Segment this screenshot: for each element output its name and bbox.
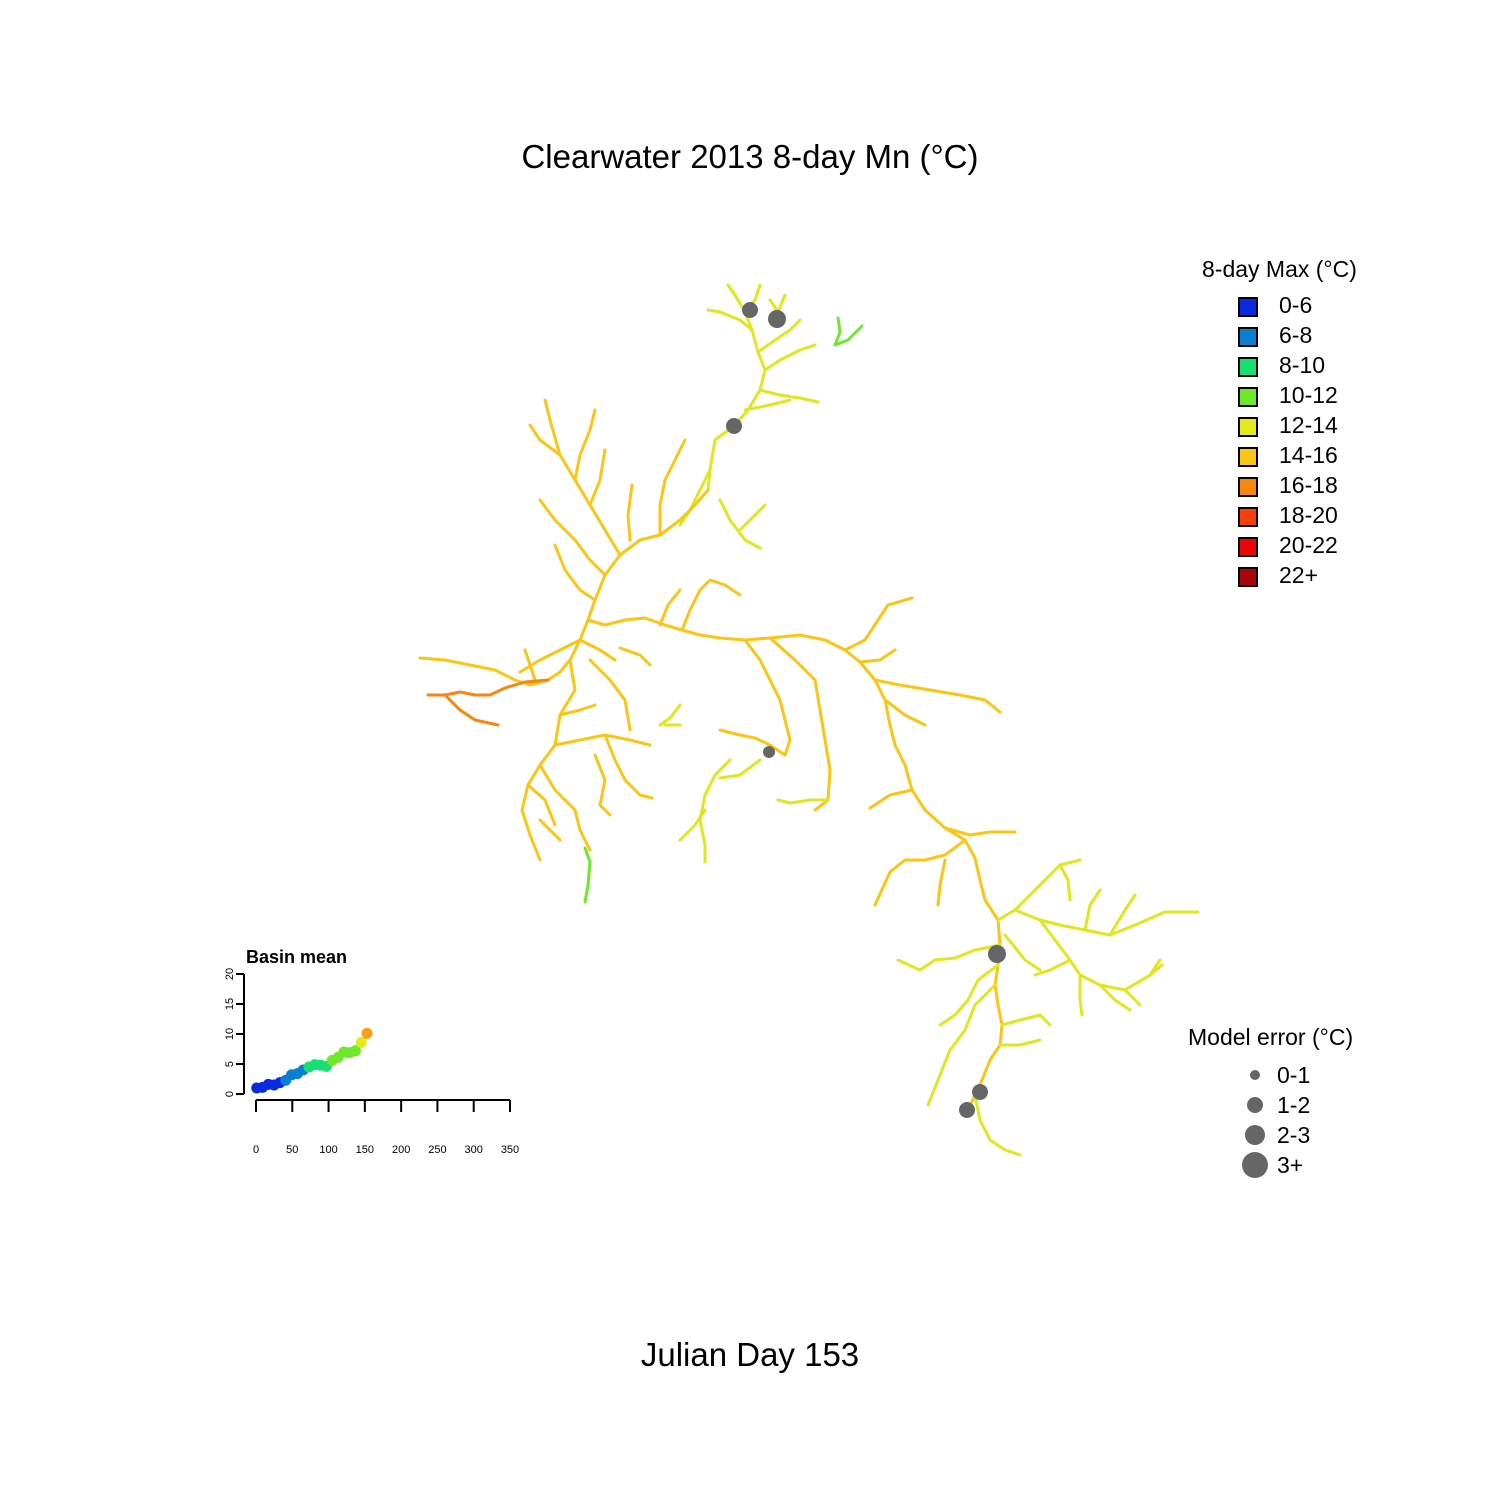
temperature-legend-title: 8-day Max (°C) [1202,256,1357,282]
x-tick-label: 350 [501,1144,519,1156]
x-tick-label: 50 [286,1144,298,1156]
site-marker [972,1084,988,1100]
y-tick-label: 0 [224,1091,236,1097]
legend-label: 12-14 [1279,412,1338,438]
legend-swatch [1238,387,1258,407]
y-tick-label: 10 [224,1028,236,1040]
site-marker [959,1102,975,1118]
data-point [361,1027,373,1039]
legend-swatch [1238,447,1258,467]
error-legend-label: 2-3 [1277,1122,1311,1148]
legend-swatch [1238,357,1258,377]
legend-label: 6-8 [1279,322,1313,348]
legend-swatch [1238,327,1258,347]
error-legend-label: 3+ [1277,1152,1304,1178]
site-marker [763,746,775,758]
legend-label: 8-10 [1279,352,1326,378]
x-tick-label: 150 [356,1144,374,1156]
y-tick-label: 20 [224,968,236,980]
legend-label: 18-20 [1279,502,1338,528]
error-legend-label: 0-1 [1277,1062,1311,1088]
x-tick-label: 0 [253,1144,259,1156]
site-marker [742,302,758,318]
y-tick-label: 5 [224,1061,236,1067]
data-point [355,1036,367,1048]
legend-swatch [1238,567,1258,587]
legend-label: 20-22 [1279,532,1338,558]
y-tick-label: 15 [224,998,236,1010]
legend-label: 0-6 [1279,292,1313,318]
site-marker [726,418,742,434]
legend-label: 14-16 [1279,442,1338,468]
error-legend-marker [1245,1125,1265,1145]
legend-swatch [1238,507,1258,527]
legend-swatch [1238,417,1258,437]
x-tick-label: 200 [392,1144,410,1156]
x-tick-label: 250 [428,1144,446,1156]
error-markers [726,302,1006,1118]
error-legend-marker [1242,1152,1268,1178]
data-point [349,1045,361,1057]
legend-label: 10-12 [1279,382,1338,408]
legend-swatch [1238,537,1258,557]
legend-label: 16-18 [1279,472,1338,498]
legend-label: 22+ [1279,562,1319,588]
error-legend-marker [1250,1070,1260,1080]
site-marker [988,945,1006,963]
x-tick-label: 100 [319,1144,337,1156]
chart-title: Basin mean [246,947,347,967]
error-legend-title: Model error (°C) [1188,1024,1354,1050]
error-legend-marker [1247,1097,1263,1113]
x-tick-label: 300 [465,1144,483,1156]
legend-swatch [1238,297,1258,317]
river-network [418,283,1200,1157]
site-marker [768,310,786,328]
error-legend-label: 1-2 [1277,1092,1311,1118]
julian-day-label: Julian Day 153 [640,1336,860,1373]
legend-swatch [1238,477,1258,497]
map-title: Clearwater 2013 8-day Mn (°C) [521,138,979,175]
